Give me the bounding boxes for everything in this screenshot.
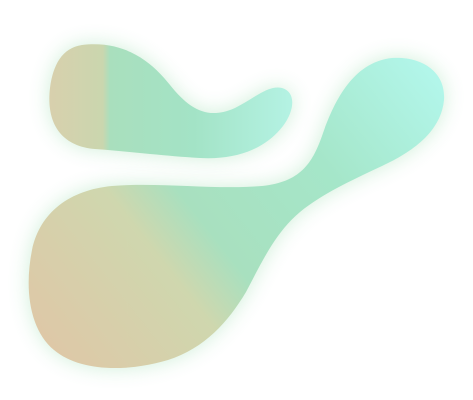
large-blob — [28, 57, 445, 369]
small-blob — [49, 44, 293, 159]
